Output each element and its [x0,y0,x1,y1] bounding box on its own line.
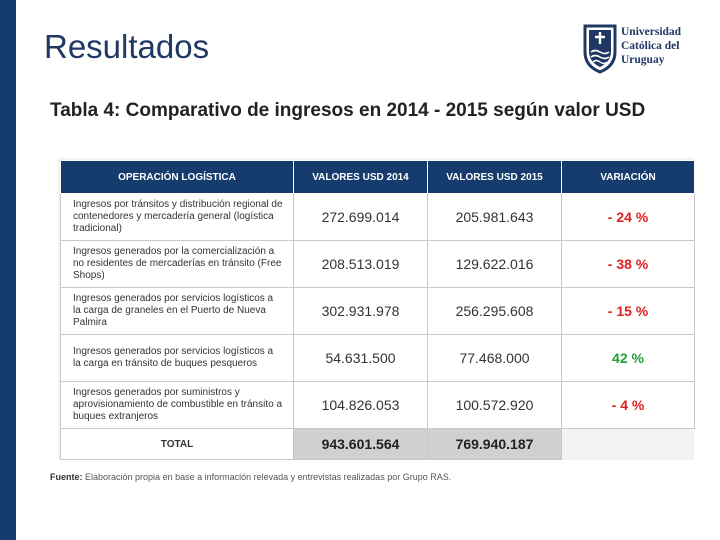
variation-cell: - 15 % [561,287,695,335]
operation-cell: Ingresos por tránsitos y distribución re… [60,193,294,241]
header-operation: OPERACIÓN LOGÍSTICA [60,160,294,194]
header-values-2014: VALORES USD 2014 [293,160,428,194]
left-accent-bar [0,0,16,540]
logo-wordmark: Universidad Católica del Uruguay [621,25,681,67]
logo-line: Uruguay [621,54,665,66]
operation-cell: Ingresos generados por servicios logísti… [60,287,294,335]
table-row: Ingresos generados por servicios logísti… [60,287,695,335]
table-header-row: OPERACIÓN LOGÍSTICA VALORES USD 2014 VAL… [60,160,695,194]
table-row: Ingresos generados por suministros y apr… [60,381,695,429]
value-2014-cell: 302.931.978 [293,287,428,335]
operation-cell: Ingresos generados por la comercializaci… [60,240,294,288]
source-text: Elaboración propia en base a información… [85,472,452,482]
table-row: Ingresos generados por la comercializaci… [60,240,695,288]
total-label: TOTAL [60,428,294,460]
slide-title: Resultados [44,28,210,65]
value-2014-cell: 208.513.019 [293,240,428,288]
value-2015-cell: 129.622.016 [427,240,562,288]
total-row: TOTAL 943.601.564 769.940.187 [60,428,695,460]
ucu-crest-icon [583,24,617,74]
operation-cell: Ingresos generados por servicios logísti… [60,334,294,382]
header-values-2015: VALORES USD 2015 [427,160,562,194]
value-2014-cell: 272.699.014 [293,193,428,241]
variation-cell: 42 % [561,334,695,382]
table-row: Ingresos generados por servicios logísti… [60,334,695,382]
value-2015-cell: 205.981.643 [427,193,562,241]
total-2015: 769.940.187 [427,428,562,460]
value-2014-cell: 104.826.053 [293,381,428,429]
table-title: Tabla 4: Comparativo de ingresos en 2014… [50,100,646,121]
table-row: Ingresos por tránsitos y distribución re… [60,193,695,241]
logo-line: Universidad [621,26,682,38]
university-logo: Universidad Católica del Uruguay [580,22,690,76]
variation-cell: - 4 % [561,381,695,429]
source-label: Fuente: [50,472,83,482]
value-2015-cell: 77.468.000 [427,334,562,382]
logo-line: Católica del [621,40,680,52]
value-2015-cell: 100.572.920 [427,381,562,429]
total-2014: 943.601.564 [293,428,428,460]
income-comparison-table: OPERACIÓN LOGÍSTICA VALORES USD 2014 VAL… [60,160,695,460]
total-empty-cell [562,429,695,460]
variation-cell: - 38 % [561,240,695,288]
value-2015-cell: 256.295.608 [427,287,562,335]
header-variation: VARIACIÓN [561,160,695,194]
source-note: Fuente: Elaboración propia en base a inf… [50,472,451,482]
value-2014-cell: 54.631.500 [293,334,428,382]
operation-cell: Ingresos generados por suministros y apr… [60,381,294,429]
variation-cell: - 24 % [561,193,695,241]
